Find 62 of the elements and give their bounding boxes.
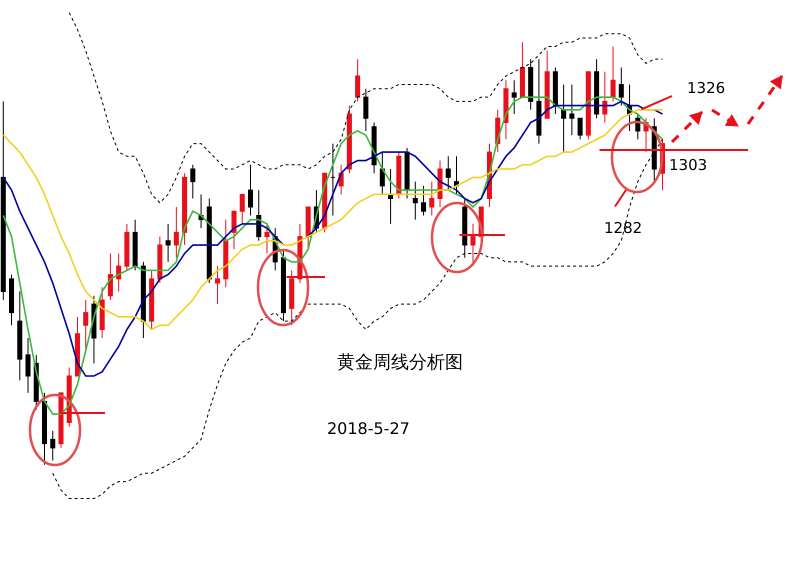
candlestick <box>26 337 31 394</box>
candlestick <box>240 194 245 224</box>
candlestick <box>618 67 624 106</box>
candlestick <box>248 164 254 216</box>
candlestick <box>9 274 14 326</box>
candlestick <box>363 88 368 132</box>
candlestick <box>124 223 130 271</box>
candlestick <box>264 223 270 254</box>
candlestick <box>306 206 311 250</box>
candlestick <box>108 252 113 300</box>
candlestick <box>132 219 138 271</box>
candlestick <box>346 105 352 174</box>
candlestick <box>569 84 574 136</box>
candlestick <box>190 164 196 200</box>
candlestick <box>396 152 402 200</box>
candlestick <box>100 286 105 338</box>
candlestick <box>149 270 154 330</box>
candlestick <box>528 58 534 110</box>
candlestick <box>355 58 360 102</box>
candlestick <box>232 210 237 250</box>
candlestick <box>182 172 188 246</box>
candlestick <box>586 71 591 140</box>
candlestick <box>206 198 212 284</box>
annotation: 黄金周线分析图 <box>337 352 463 373</box>
candlestick <box>536 58 542 144</box>
candlestick <box>0 100 6 300</box>
candlestick <box>83 299 88 352</box>
candlestick <box>462 198 468 258</box>
candlestick <box>280 248 286 322</box>
candlestick <box>174 206 179 258</box>
candlestick <box>594 58 600 119</box>
text: 1326 <box>687 79 726 97</box>
candlestick <box>429 181 434 216</box>
candlestick <box>503 80 508 140</box>
candlestick <box>512 80 517 115</box>
candlestick <box>140 261 146 338</box>
candlestick <box>412 181 418 220</box>
candlestick <box>578 118 583 140</box>
candlestick <box>610 46 616 102</box>
candlestick <box>215 266 220 305</box>
text: 1303 <box>669 156 708 174</box>
candlestick <box>421 185 426 216</box>
candlestick <box>42 392 48 466</box>
candlestick <box>388 168 394 224</box>
candlestick <box>446 156 451 191</box>
candlestick <box>561 84 566 153</box>
annotation: 1282 <box>604 219 642 237</box>
candlestick <box>470 223 476 267</box>
candlestick <box>223 219 228 288</box>
candlestick <box>552 67 558 115</box>
candlestick <box>166 223 171 262</box>
candlestick <box>50 430 56 462</box>
candlestick <box>157 236 162 284</box>
candlestick <box>289 270 294 326</box>
candlestick <box>602 71 608 123</box>
candlestick <box>380 152 385 195</box>
candlestick <box>520 42 525 98</box>
annotation: 2018-5-27 <box>327 419 410 438</box>
candlestick <box>544 50 550 119</box>
candlestick <box>17 291 22 381</box>
candlestick <box>404 147 410 200</box>
candlestick <box>116 252 122 292</box>
